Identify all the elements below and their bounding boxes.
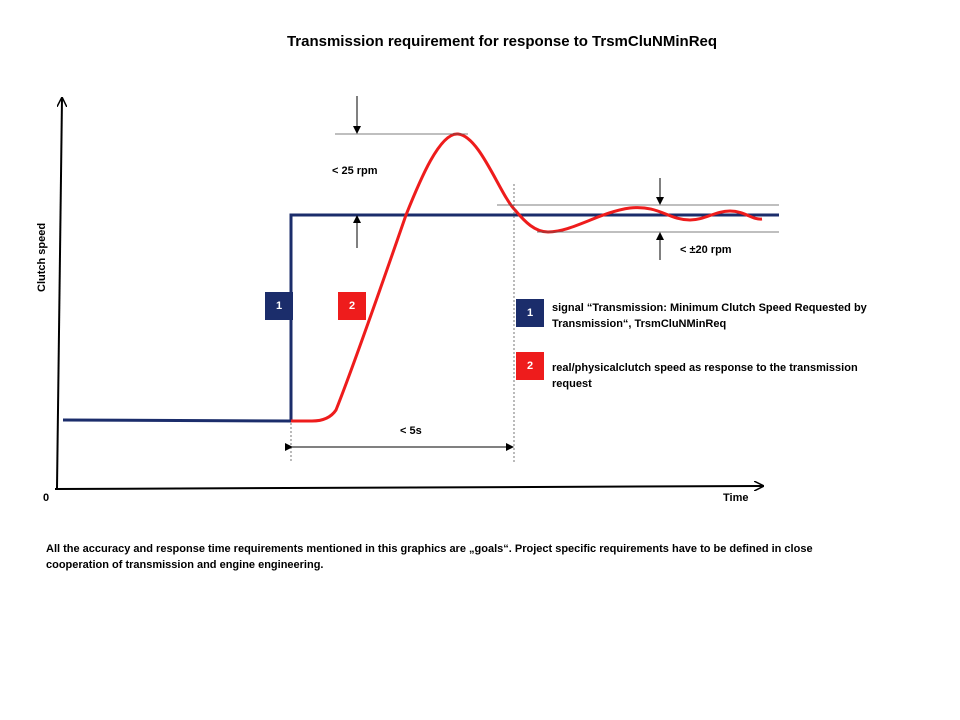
x-axis: [54, 486, 763, 489]
legend-response-badge: 2: [516, 352, 544, 380]
signal-marker-badge: 1: [265, 292, 293, 320]
x-axis-label: Time: [723, 492, 749, 504]
legend-signal-text: signal “Transmission: Minimum Clutch Spe…: [552, 302, 867, 330]
diagram-title: Transmission requirement for response to…: [286, 33, 718, 50]
legend-signal-badge: 1: [516, 299, 544, 327]
y-axis: [56, 98, 62, 489]
footnote: All the accuracy and response time requi…: [46, 543, 813, 571]
y-axis-label: Clutch speed: [36, 222, 48, 292]
tolerance-label: < ±20 rpm: [680, 244, 732, 256]
response-curve: [291, 132, 763, 423]
origin-label: 0: [43, 492, 50, 504]
overshoot-label: < 25 rpm: [332, 165, 378, 177]
legend-response-text: real/physicalclutch speed as response to…: [552, 362, 858, 390]
response-time-label: < 5s: [400, 425, 422, 437]
response-marker-badge: 2: [338, 292, 366, 320]
